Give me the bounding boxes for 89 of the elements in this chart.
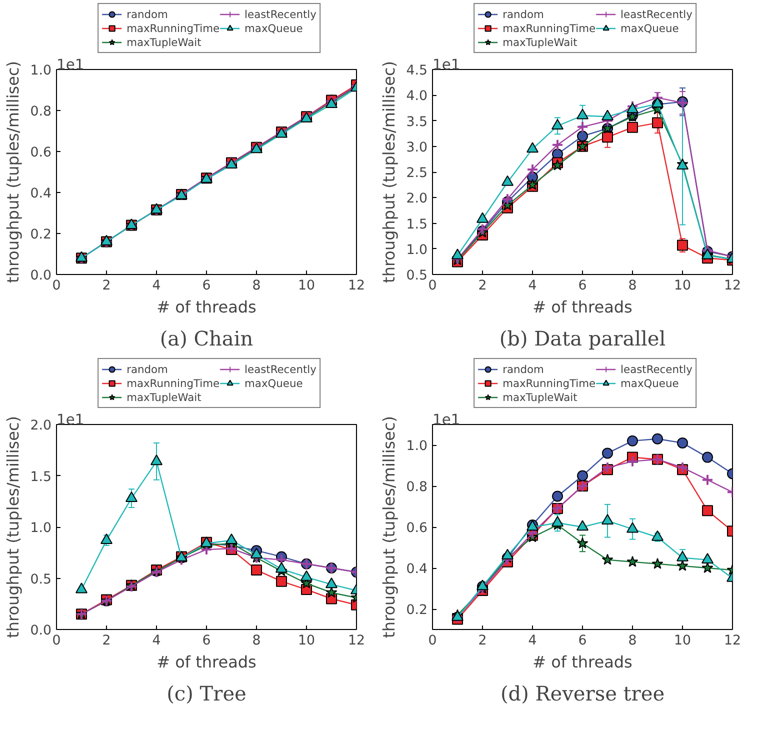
y-tick-label: 0.2 [406, 603, 428, 618]
y-tick-label: 0.5 [406, 268, 428, 284]
x-tick-label: 12 [348, 278, 365, 294]
y-tick-label: 2.0 [30, 418, 52, 434]
y-tick-label: 0.0 [30, 268, 52, 284]
x-tick-label: 6 [578, 634, 587, 648]
x-tick-label: 4 [528, 278, 537, 294]
y-tick-label: 0.2 [30, 228, 52, 242]
legend-label: maxRunningTime [502, 22, 596, 34]
x-tick-label: 4 [152, 278, 161, 294]
legend-label: leastRecently [620, 362, 692, 376]
y-tick-label: 1.5 [406, 217, 428, 232]
x-axis-title: # of threads [532, 298, 632, 316]
y-tick-label: 0.0 [30, 624, 52, 638]
text: (d) Reverse tree [500, 682, 665, 706]
x-tick-label: 0 [428, 278, 437, 294]
x-tick-label: 12 [724, 634, 741, 648]
y-axis-title: throughput (tuples/millisec) [3, 416, 22, 638]
text: (b) Data parallel [499, 326, 666, 350]
legend-label: maxTupleWait [502, 36, 578, 48]
x-tick-label: 6 [578, 278, 587, 294]
legend-label: maxTupleWait [502, 390, 578, 404]
y-tick-label: 0.4 [406, 562, 428, 577]
legend-label: maxQueue [244, 376, 303, 390]
legend-label: maxTupleWait [126, 390, 202, 404]
x-tick-label: 12 [724, 278, 741, 294]
x-tick-label: 6 [202, 634, 211, 648]
y-tick-label: 0.4 [30, 186, 52, 202]
x-tick-label: 0 [428, 634, 437, 648]
y-tick-label: 0.8 [30, 104, 52, 120]
y-tick-label: 3.5 [406, 114, 428, 130]
x-tick-label: 8 [252, 634, 261, 648]
legend-label: maxRunningTime [126, 376, 220, 390]
x-axis-title: # of threads [156, 298, 256, 316]
x-tick-label: 0 [52, 278, 61, 294]
y-tick-label: 1.0 [406, 242, 428, 258]
x-tick-label: 0 [52, 634, 61, 648]
legend-label: leastRecently [244, 8, 316, 20]
legend-label: random [502, 362, 544, 376]
y-axis-title: throughput (tuples/millisec) [379, 61, 398, 283]
y-tick-label: 0.5 [30, 572, 52, 588]
y-tick-label: 1.0 [406, 439, 428, 454]
y-tick-label: 1.5 [30, 470, 52, 485]
x-tick-label: 8 [252, 278, 261, 294]
x-tick-label: 4 [152, 634, 161, 648]
x-tick-label: 12 [348, 634, 365, 648]
x-tick-label: 8 [628, 634, 637, 648]
x-tick-label: 6 [202, 278, 211, 294]
y-tick-label: 4.0 [406, 89, 428, 104]
y-tick-label: 4.5 [406, 64, 428, 78]
x-tick-label: 4 [528, 634, 537, 648]
x-tick-label: 10 [298, 634, 315, 648]
y-axis-title: throughput (tuples/millisec) [379, 416, 398, 638]
x-tick-label: 2 [102, 278, 111, 294]
x-tick-label: 10 [298, 278, 315, 294]
legend-label: maxRunningTime [126, 22, 220, 34]
annotation: 1e1 [56, 56, 84, 74]
y-axis-title: throughput (tuples/millisec) [3, 61, 22, 283]
y-tick-label: 2.5 [406, 166, 428, 181]
x-tick-label: 2 [478, 634, 487, 648]
legend-label: maxQueue [244, 22, 303, 34]
legend-label: maxRunningTime [502, 376, 596, 390]
x-tick-label: 2 [478, 278, 487, 294]
text: (a) Chain [160, 326, 254, 350]
x-tick-label: 10 [674, 634, 691, 648]
x-tick-label: 2 [102, 634, 111, 648]
legend-label: leastRecently [244, 362, 316, 376]
annotation: 1e1 [432, 56, 460, 74]
legend-label: maxTupleWait [126, 36, 202, 48]
y-tick-label: 3.0 [406, 140, 428, 156]
legend-label: random [126, 362, 168, 376]
legend-label: random [502, 8, 544, 20]
y-tick-label: 1.0 [30, 64, 52, 78]
legend-label: leastRecently [620, 8, 692, 20]
x-tick-label: 10 [674, 278, 691, 294]
annotation: 1e1 [432, 412, 460, 428]
x-axis-title: # of threads [532, 652, 632, 672]
text: (c) Tree [166, 682, 246, 706]
legend-label: maxQueue [620, 376, 679, 390]
x-axis-title: # of threads [156, 652, 256, 672]
y-tick-label: 0.8 [406, 480, 428, 495]
y-tick-label: 2.0 [406, 192, 428, 207]
legend-label: random [126, 8, 168, 20]
legend-label: maxQueue [620, 22, 679, 34]
annotation: 1e1 [56, 412, 84, 428]
y-tick-label: 0.6 [30, 146, 52, 160]
y-tick-label: 1.0 [30, 521, 52, 536]
x-tick-label: 8 [628, 278, 637, 294]
y-tick-label: 0.6 [406, 521, 428, 536]
